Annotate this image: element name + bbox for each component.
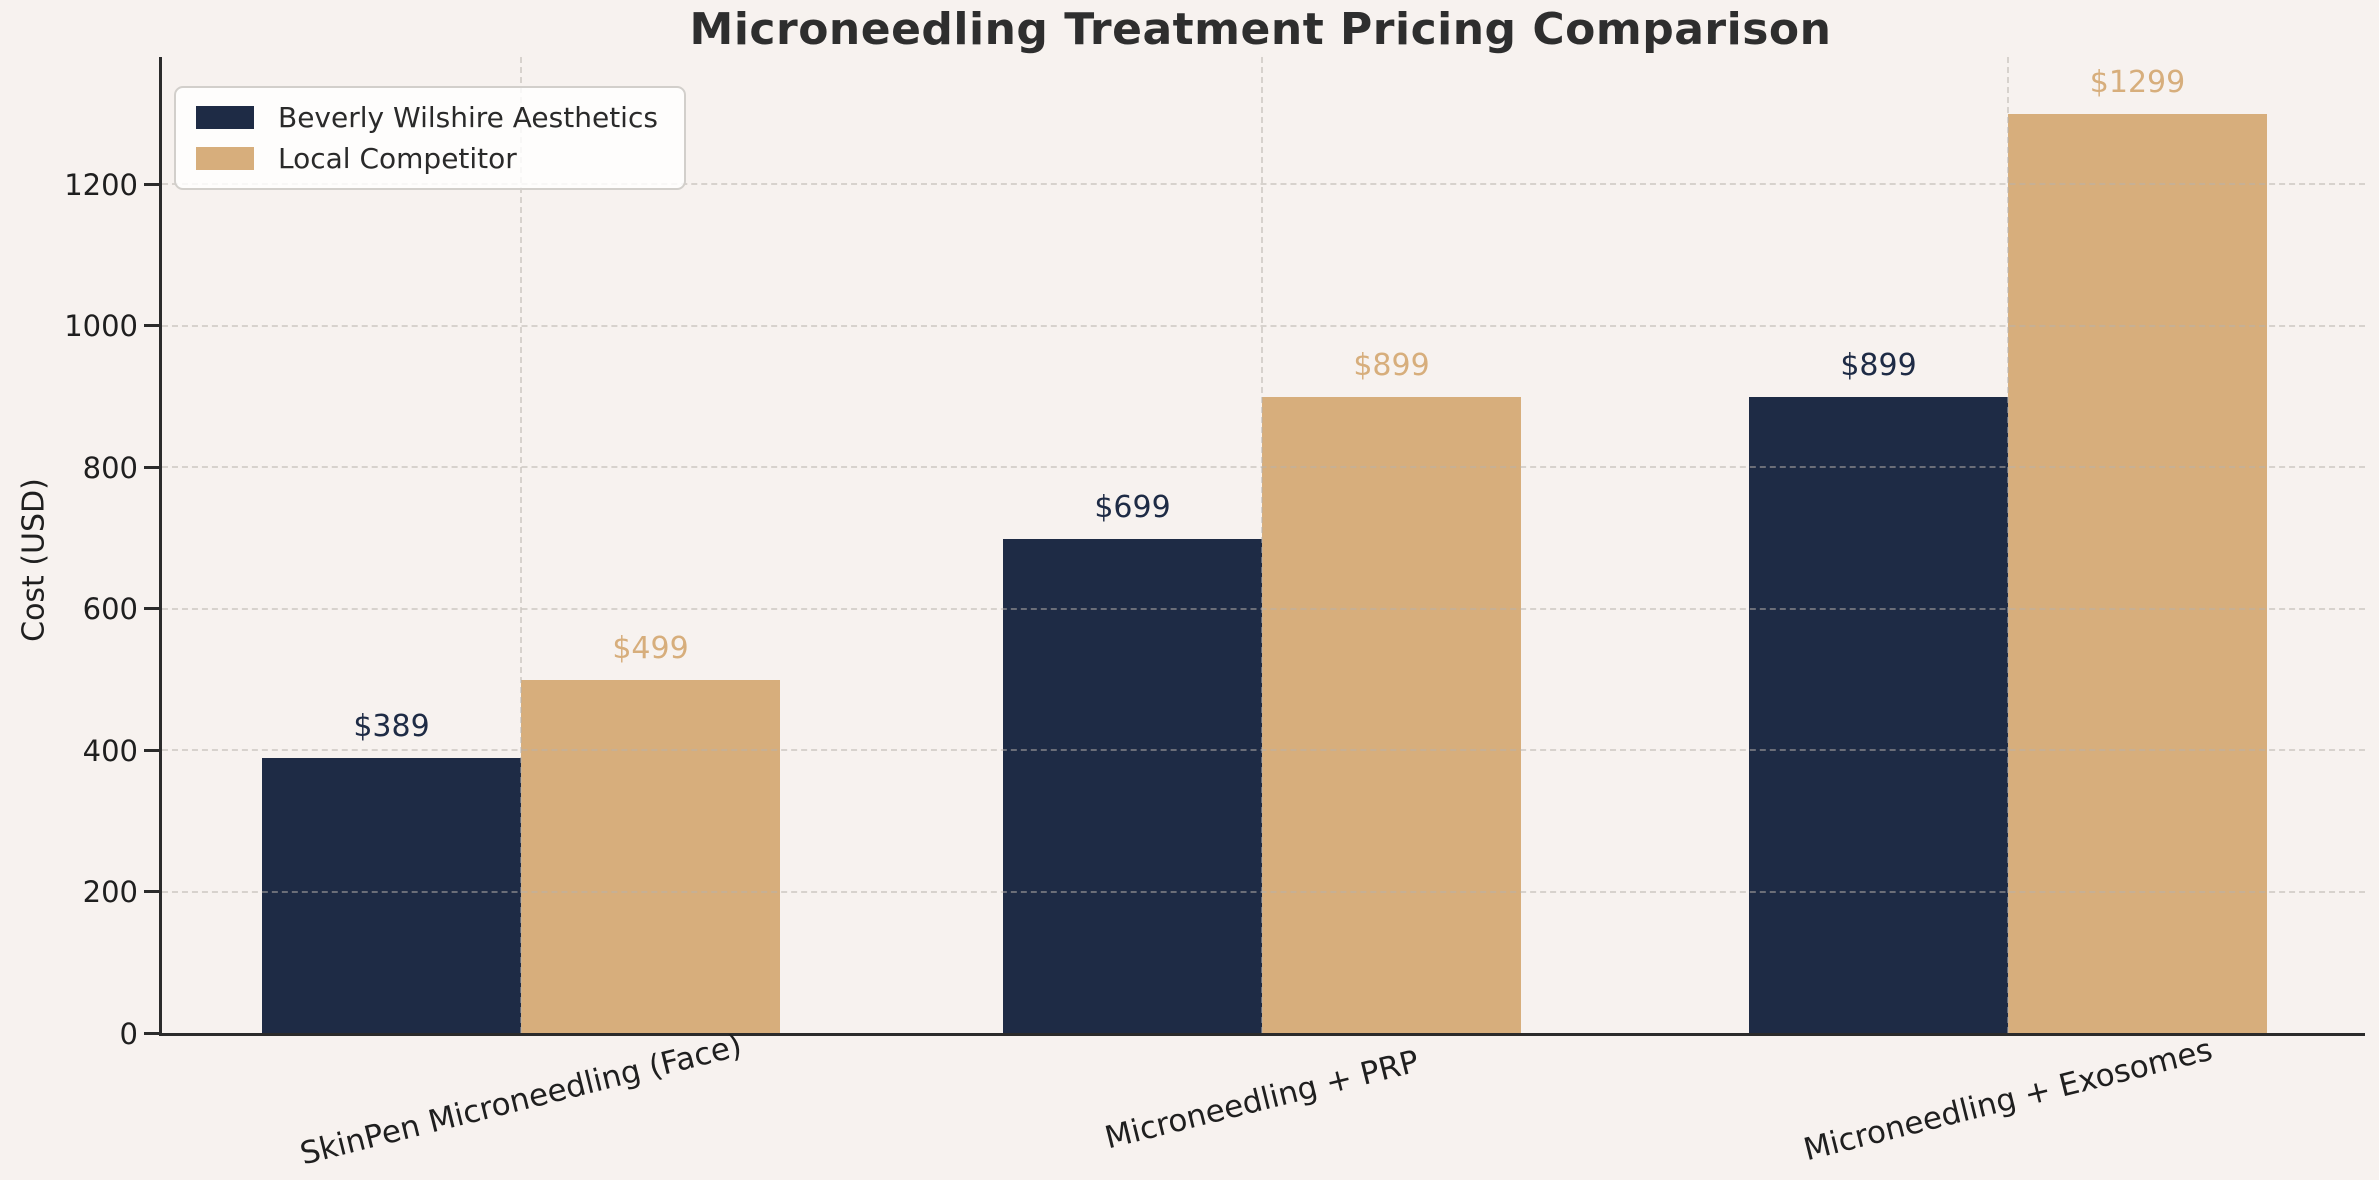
y-tick-mark xyxy=(144,748,159,752)
y-tick-mark xyxy=(144,465,159,469)
grid-line-horizontal xyxy=(162,466,2365,469)
y-tick-label: 200 xyxy=(82,875,138,910)
plot-area: 0 200 400 600 800 1000 1200 $389 $699 $899 $499 $89… xyxy=(64,57,2365,1172)
grid-line-vertical xyxy=(2007,57,2009,1033)
bar-value-label: $899 xyxy=(1353,348,1430,384)
legend-color-swatch xyxy=(196,106,254,129)
bar-value-label: $389 xyxy=(353,708,430,744)
legend: Beverly Wilshire Aesthetics Local Competi… xyxy=(174,86,686,190)
grid-line-horizontal xyxy=(162,890,2365,893)
y-axis-label-text: Cost (USD) xyxy=(16,478,52,642)
legend-item-label: Beverly Wilshire Aesthetics xyxy=(278,101,658,134)
grid-line-vertical xyxy=(520,57,522,1033)
bar-value-label: $899 xyxy=(1840,348,1917,384)
y-tick-label: 800 xyxy=(82,450,138,485)
bar-navy xyxy=(1003,538,1262,1033)
y-tick-mark xyxy=(144,890,159,894)
bar-tan xyxy=(1262,397,1521,1033)
grid-line-horizontal xyxy=(162,749,2365,752)
y-tick-mark xyxy=(144,324,159,328)
grid-line-vertical xyxy=(1261,57,1263,1033)
bar-navy xyxy=(262,757,521,1033)
legend-color-swatch xyxy=(196,147,254,170)
y-tick-label: 400 xyxy=(82,733,138,768)
bar-tan xyxy=(521,680,780,1033)
y-tick-mark xyxy=(144,607,159,611)
legend-item: Local Competitor xyxy=(196,142,658,175)
grid-line-horizontal xyxy=(162,183,2365,186)
y-tick-mark xyxy=(144,182,159,186)
y-tick-label: 1000 xyxy=(64,309,138,344)
y-tick-label: 600 xyxy=(82,592,138,627)
bar-value-label: $1299 xyxy=(2089,65,2186,101)
grid-line-horizontal xyxy=(162,607,2365,610)
y-tick-label: 1200 xyxy=(64,167,138,202)
grid-line-horizontal xyxy=(162,324,2365,327)
legend-item: Beverly Wilshire Aesthetics xyxy=(196,101,658,134)
y-tick-mark xyxy=(144,1031,159,1035)
chart-title: Microneedling Treatment Pricing Comparis… xyxy=(689,4,1832,55)
legend-item-label: Local Competitor xyxy=(278,142,517,175)
bar-value-label: $699 xyxy=(1094,489,1171,525)
bar-value-label: $499 xyxy=(612,631,689,667)
bar-navy xyxy=(1749,397,2008,1033)
bar-tan xyxy=(2008,114,2267,1033)
y-tick-label: 0 xyxy=(119,1016,138,1051)
